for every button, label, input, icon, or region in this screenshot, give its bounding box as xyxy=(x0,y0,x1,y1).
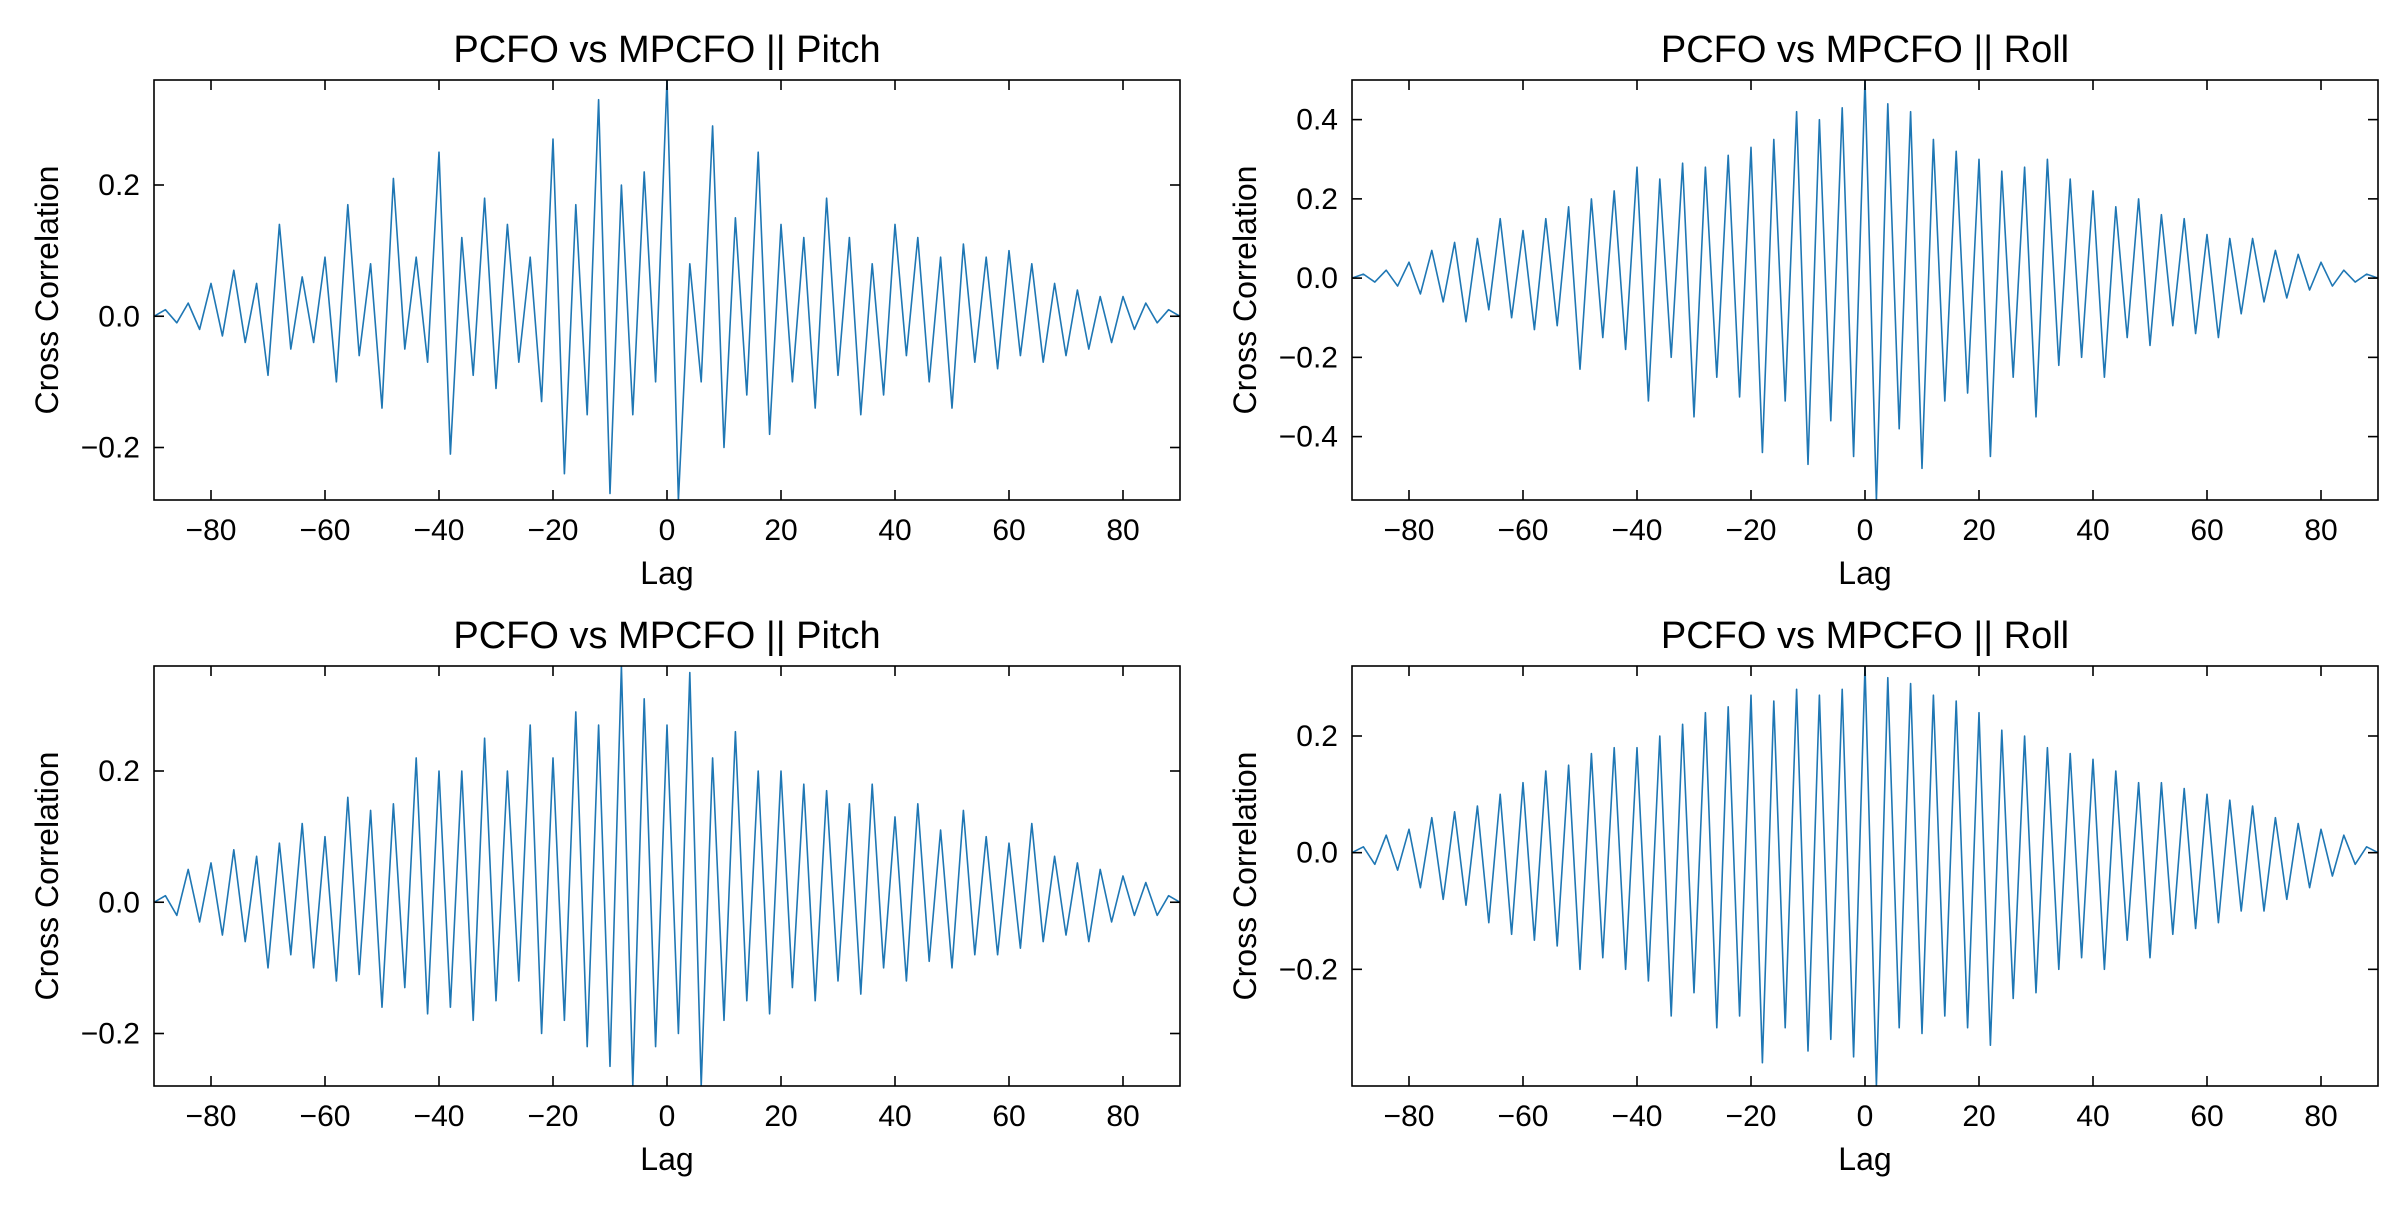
x-tick-label: −40 xyxy=(414,1100,465,1133)
x-tick-label: −40 xyxy=(414,514,465,547)
chart-panel-2: −80 −60 −40 −20 0 20 40 60 80 −0.4 −0.2 0.0 0.2 0.4 PC… xyxy=(1227,29,2379,591)
x-tick-label: −20 xyxy=(1726,1100,1777,1133)
x-tick-label: 40 xyxy=(878,514,911,547)
y-tick-label: 0.4 xyxy=(1296,104,1338,137)
y-tick-label: −0.4 xyxy=(1279,421,1338,454)
x-tick-label: −80 xyxy=(1384,514,1435,547)
y-tick-label: 0.0 xyxy=(98,300,140,333)
x-tick-label: 0 xyxy=(1857,514,1874,547)
x-tick-label: −60 xyxy=(1498,514,1549,547)
series-line-1 xyxy=(1352,666,2378,1086)
y-tick-label: 0.0 xyxy=(1296,837,1338,870)
chart-title: PCFO vs MPCFO || Roll xyxy=(1661,29,2069,71)
y-tick-label: −0.2 xyxy=(1279,953,1338,986)
plot-frame xyxy=(153,79,1181,501)
x-tick-label: 60 xyxy=(2190,1100,2223,1133)
x-tick-label: 40 xyxy=(2076,514,2109,547)
chart-title: PCFO vs MPCFO || Roll xyxy=(1661,615,2069,657)
x-tick-label: −60 xyxy=(300,514,351,547)
x-tick-label: −40 xyxy=(1612,514,1663,547)
x-axis-label: Lag xyxy=(1838,1141,1891,1177)
x-tick-label: −20 xyxy=(1726,514,1777,547)
x-tick-label: 20 xyxy=(764,1100,797,1133)
series-line-1 xyxy=(154,666,1180,1086)
y-tick-label: −0.2 xyxy=(81,1018,140,1051)
x-tick-label: 80 xyxy=(1106,514,1139,547)
x-tick-label: −20 xyxy=(528,1100,579,1133)
y-tick-label: 0.2 xyxy=(1296,183,1338,216)
y-tick-label: 0.2 xyxy=(1296,720,1338,753)
series-line-1 xyxy=(1352,80,2378,500)
x-axis-label: Lag xyxy=(1838,555,1891,591)
y-tick-label: 0.0 xyxy=(98,886,140,919)
chart-panel-4: −80 −60 −40 −20 0 20 40 60 80 −0.2 0.0 0.2 PCFO vs M… xyxy=(1227,615,2379,1177)
chart-panel-3: −80 −60 −40 −20 0 20 40 60 80 −0.2 0.0 0.2 PCFO vs M… xyxy=(29,615,1181,1177)
x-tick-label: 0 xyxy=(1857,1100,1874,1133)
x-tick-label: 20 xyxy=(764,514,797,547)
x-tick-label: −60 xyxy=(1498,1100,1549,1133)
y-axis-label: Cross Correlation xyxy=(29,752,65,1001)
y-tick-label: −0.2 xyxy=(81,432,140,465)
x-axis-label: Lag xyxy=(640,1141,693,1177)
series-line-1 xyxy=(154,80,1180,500)
x-tick-label: 0 xyxy=(659,514,676,547)
x-tick-label: 0 xyxy=(659,1100,676,1133)
plot-frame xyxy=(1351,665,2379,1087)
x-tick-label: −60 xyxy=(300,1100,351,1133)
x-axis-label: Lag xyxy=(640,555,693,591)
chart-panel-1: −80 −60 −40 −20 0 20 40 60 80 −0.2 0.0 0.2 PCFO vs M… xyxy=(29,29,1181,591)
y-axis-label: Cross Correlation xyxy=(1227,752,1263,1001)
x-tick-label: 60 xyxy=(992,1100,1025,1133)
y-tick-label: 0.2 xyxy=(98,169,140,202)
x-tick-label: 60 xyxy=(2190,514,2223,547)
x-tick-label: 80 xyxy=(2304,1100,2337,1133)
x-tick-label: −80 xyxy=(1384,1100,1435,1133)
y-tick-label: 0.2 xyxy=(98,755,140,788)
x-tick-label: 60 xyxy=(992,514,1025,547)
x-tick-label: 40 xyxy=(878,1100,911,1133)
y-tick-label: 0.0 xyxy=(1296,262,1338,295)
x-tick-label: 20 xyxy=(1962,514,1995,547)
x-tick-label: 20 xyxy=(1962,1100,1995,1133)
y-axis-label: Cross Correlation xyxy=(29,166,65,415)
chart-title: PCFO vs MPCFO || Pitch xyxy=(453,615,880,657)
x-tick-label: −80 xyxy=(186,514,237,547)
x-tick-label: −20 xyxy=(528,514,579,547)
x-tick-label: 40 xyxy=(2076,1100,2109,1133)
x-tick-label: −40 xyxy=(1612,1100,1663,1133)
x-tick-label: −80 xyxy=(186,1100,237,1133)
y-axis-label: Cross Correlation xyxy=(1227,166,1263,415)
chart-title: PCFO vs MPCFO || Pitch xyxy=(453,29,880,71)
x-tick-label: 80 xyxy=(2304,514,2337,547)
x-tick-label: 80 xyxy=(1106,1100,1139,1133)
y-tick-label: −0.2 xyxy=(1279,341,1338,374)
